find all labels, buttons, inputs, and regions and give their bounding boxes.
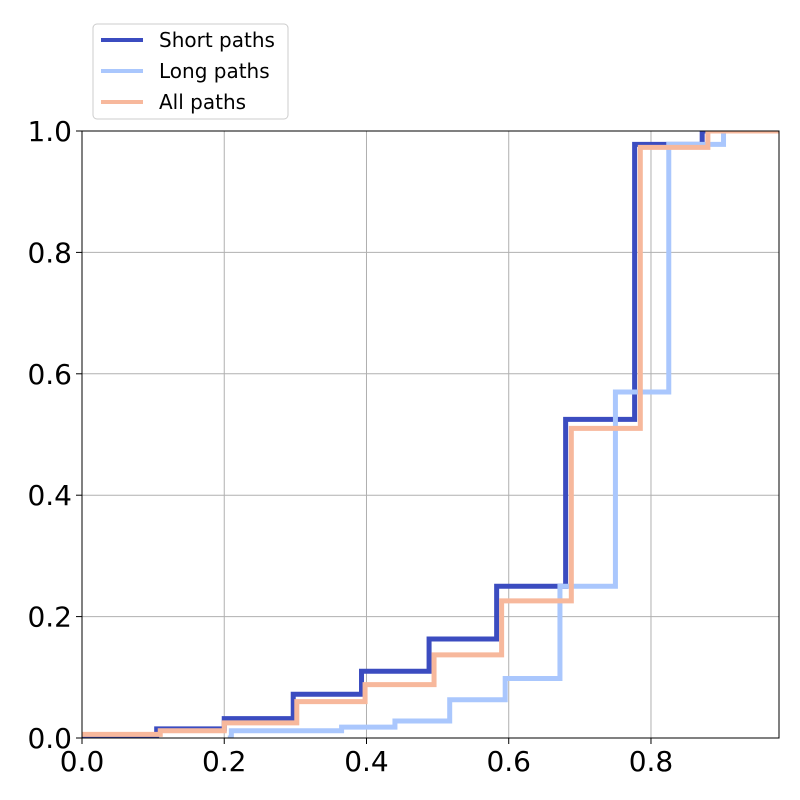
y-tick-labels: 0.0 0.2 0.4 0.6 0.8 1.0 [27,115,72,755]
plot-frame [81,130,780,739]
legend: Short paths Long paths All paths [92,23,289,120]
x-tick-label: 0.0 [60,745,105,778]
series-line-long-paths [227,131,779,738]
x-tick-label: 0.8 [629,745,674,778]
legend-label: Long paths [159,59,270,83]
x-tick-label: 0.4 [344,745,389,778]
y-tick-label: 0.6 [27,358,72,391]
y-tick-label: 0.4 [27,479,72,512]
legend-box [92,23,289,120]
tick-marks [76,130,652,744]
y-tick-label: 0.8 [27,236,72,269]
y-tick-label: 0.0 [27,722,72,755]
y-tick-label: 0.2 [27,601,72,634]
y-tick-label: 1.0 [27,115,72,148]
x-tick-label: 0.2 [202,745,247,778]
series-line-all-paths [82,131,779,737]
legend-label: All paths [159,90,246,114]
series-line-short-paths [82,131,779,738]
legend-label: Short paths [159,28,275,52]
series-layer [82,131,779,738]
x-tick-labels: 0.0 0.2 0.4 0.6 0.8 [60,745,674,778]
x-tick-label: 0.6 [486,745,531,778]
